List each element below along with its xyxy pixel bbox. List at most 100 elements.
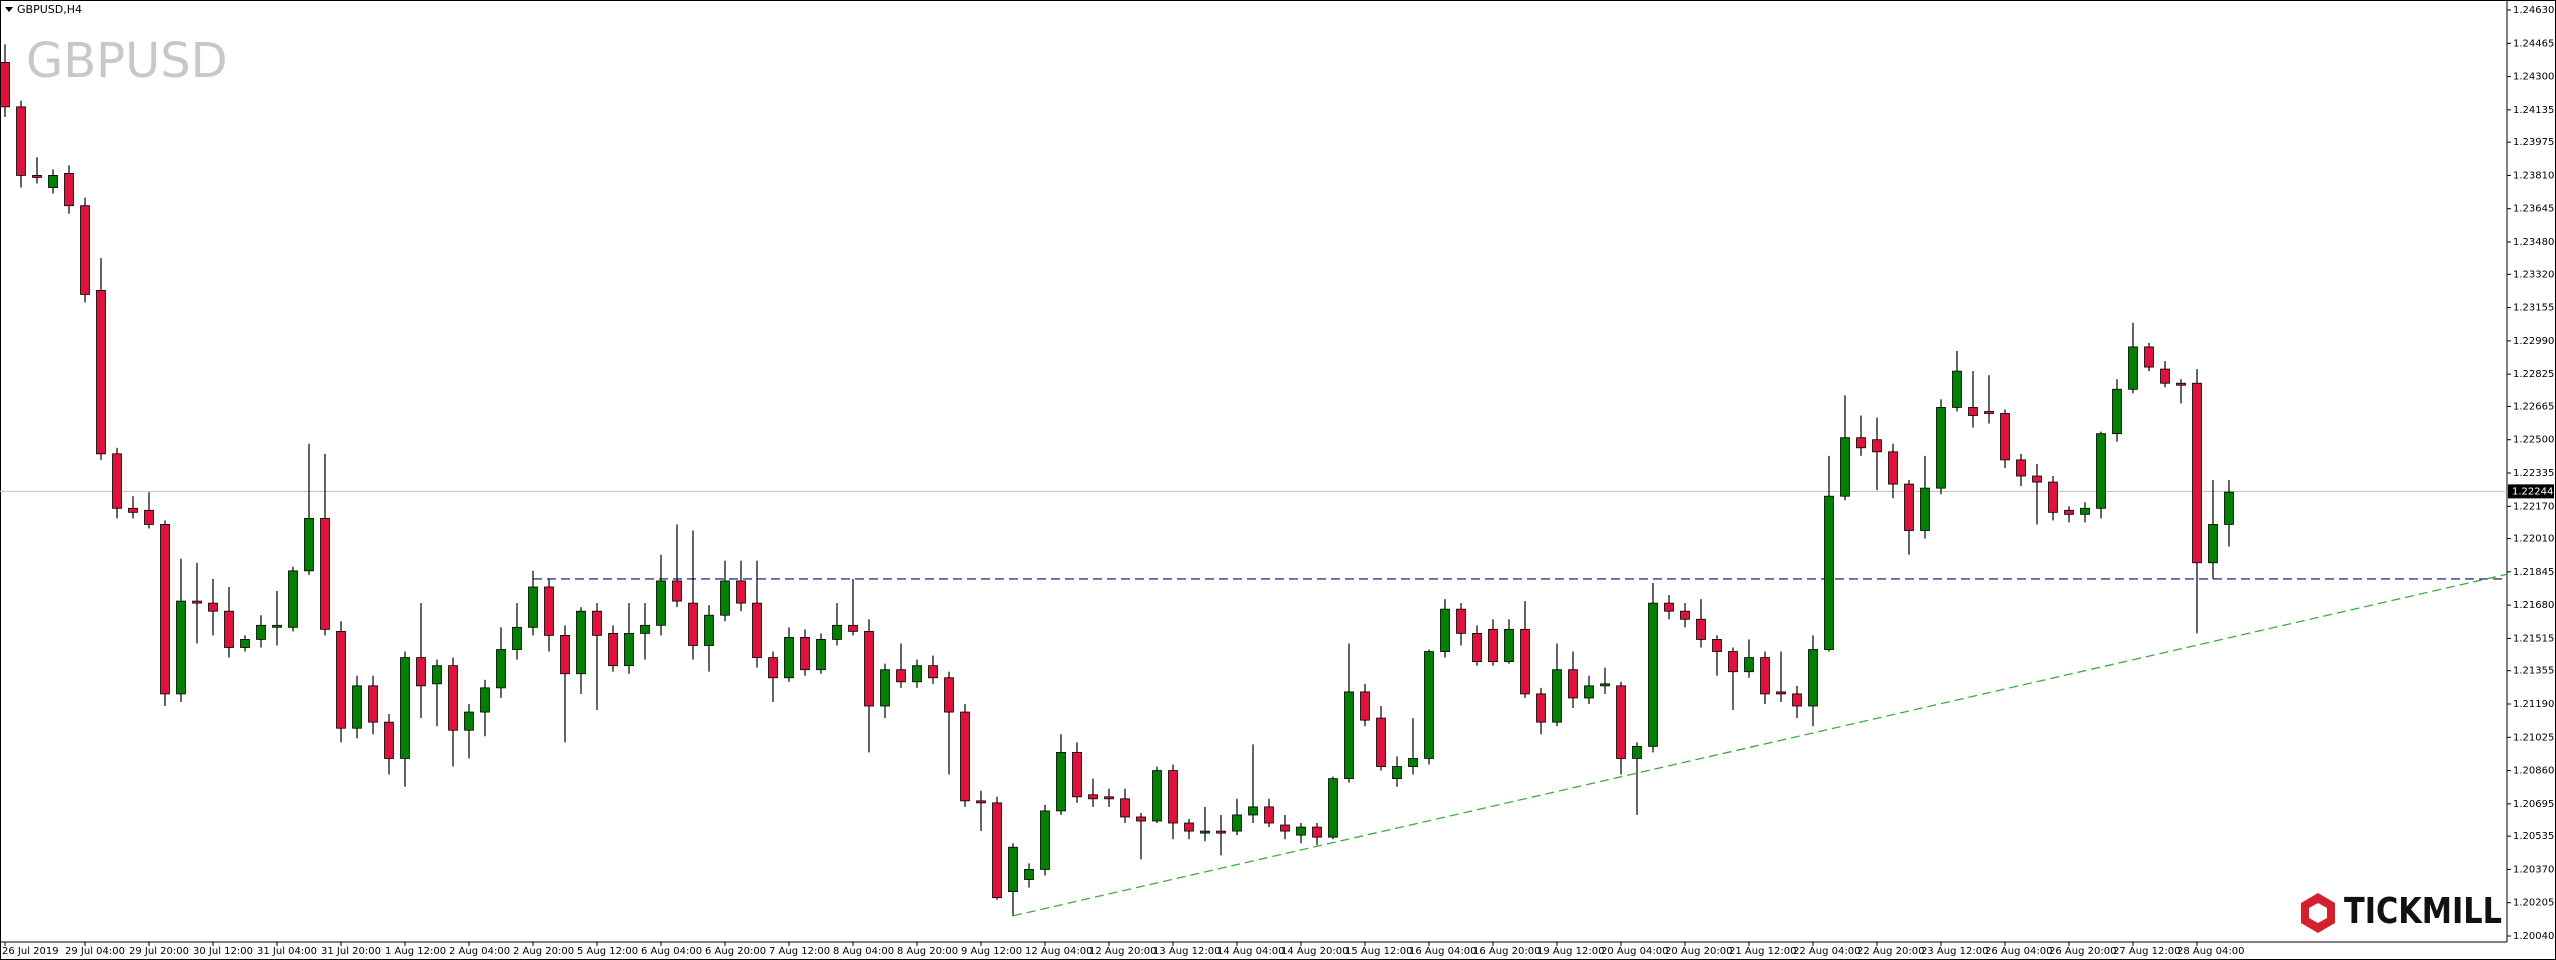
candle-body xyxy=(144,509,154,525)
candle-body xyxy=(368,685,378,723)
candle-body xyxy=(1520,628,1530,695)
candle-body xyxy=(736,580,746,604)
y-tick-label: 1.23645 xyxy=(2513,204,2554,215)
candle-body xyxy=(1296,826,1306,836)
candle-body xyxy=(176,600,186,695)
candle-body xyxy=(1200,830,1210,834)
x-tick-label: 8 Aug 04:00 xyxy=(833,946,894,957)
y-tick-label: 1.24300 xyxy=(2513,72,2554,83)
x-tick-label: 21 Aug 12:00 xyxy=(1729,946,1796,957)
candle-body xyxy=(880,669,890,707)
candle-body xyxy=(1104,796,1114,800)
candle-body xyxy=(1120,798,1130,818)
y-tick-label: 1.21025 xyxy=(2513,732,2554,743)
candle-body xyxy=(1088,794,1098,800)
candle-body xyxy=(48,175,58,188)
candle-body xyxy=(528,586,538,628)
candle-body xyxy=(2192,382,2202,564)
candle-body xyxy=(944,677,954,713)
candle-body xyxy=(1376,717,1386,767)
candle-body xyxy=(1232,814,1242,832)
y-tick-label: 1.23975 xyxy=(2513,137,2554,148)
candle-body xyxy=(1792,693,1802,707)
candle-body xyxy=(1888,451,1898,485)
candle-body xyxy=(1248,806,1258,816)
candle-body xyxy=(1056,752,1066,812)
candle-body xyxy=(1552,669,1562,723)
candle-body xyxy=(592,610,602,636)
candle-body xyxy=(432,665,442,685)
last-price-box xyxy=(2508,484,2554,499)
x-tick-label: 29 Jul 04:00 xyxy=(65,946,125,957)
candle-body xyxy=(1168,770,1178,824)
candle-body xyxy=(1008,846,1018,893)
candle-body xyxy=(576,610,586,675)
candle-body xyxy=(1536,693,1546,723)
x-tick-label: 5 Aug 12:00 xyxy=(577,946,638,957)
candle-body xyxy=(1984,411,1994,414)
candle-body xyxy=(384,721,394,759)
candle-body xyxy=(1392,766,1402,780)
candle-body xyxy=(960,711,970,802)
candle-body xyxy=(2032,475,2042,483)
candle-body xyxy=(1776,691,1786,695)
x-tick-label: 15 Aug 12:00 xyxy=(1345,946,1412,957)
x-tick-label: 13 Aug 12:00 xyxy=(1153,946,1220,957)
candle-body xyxy=(128,507,138,513)
x-tick-label: 9 Aug 12:00 xyxy=(961,946,1022,957)
x-tick-label: 1 Aug 12:00 xyxy=(385,946,446,957)
x-tick-label: 7 Aug 12:00 xyxy=(769,946,830,957)
candle-body xyxy=(208,602,218,612)
x-tick-label: 27 Aug 12:00 xyxy=(2113,946,2180,957)
y-tick-label: 1.21680 xyxy=(2513,600,2554,611)
y-tick-label: 1.20040 xyxy=(2513,931,2554,942)
candle-body xyxy=(480,687,490,713)
x-tick-label: 22 Aug 04:00 xyxy=(1793,946,1860,957)
candle-body xyxy=(2144,346,2154,368)
candle-body xyxy=(896,669,906,683)
candle-body xyxy=(1312,826,1322,838)
candle-body xyxy=(912,665,922,683)
y-tick-label: 1.23155 xyxy=(2513,303,2554,314)
candle-body xyxy=(1872,439,1882,453)
y-tick-label: 1.20695 xyxy=(2513,799,2554,810)
x-tick-label: 30 Jul 12:00 xyxy=(193,946,253,957)
candle-body xyxy=(0,62,10,108)
candle-body xyxy=(80,205,90,295)
candle-body xyxy=(2224,491,2234,525)
candle-body xyxy=(224,610,234,648)
candle-body xyxy=(768,657,778,679)
candle-body xyxy=(544,586,554,636)
y-tick-label: 1.22335 xyxy=(2513,468,2554,479)
y-tick-label: 1.23320 xyxy=(2513,269,2554,280)
candle-body xyxy=(256,624,266,640)
candle-body xyxy=(1152,770,1162,822)
candle-body xyxy=(1040,810,1050,870)
candle-body xyxy=(2096,433,2106,509)
y-tick-label: 1.22010 xyxy=(2513,534,2554,545)
y-tick-label: 1.20370 xyxy=(2513,864,2554,875)
x-tick-label: 29 Jul 20:00 xyxy=(129,946,189,957)
x-tick-label: 12 Aug 20:00 xyxy=(1089,946,1156,957)
candle-body xyxy=(784,637,794,679)
x-tick-label: 20 Aug 20:00 xyxy=(1665,946,1732,957)
candle-body xyxy=(512,626,522,650)
x-tick-label: 31 Jul 20:00 xyxy=(321,946,381,957)
candle-body xyxy=(864,630,874,707)
y-tick-label: 1.22990 xyxy=(2513,336,2554,347)
candle-body xyxy=(64,173,74,207)
candle-body xyxy=(1024,869,1034,880)
y-tick-label: 1.24465 xyxy=(2513,38,2554,49)
candle-body xyxy=(752,602,762,658)
candle-body xyxy=(1712,639,1722,652)
candle-body xyxy=(720,580,730,616)
y-tick-label: 1.20860 xyxy=(2513,766,2554,777)
candle-body xyxy=(1408,758,1418,767)
candle-body xyxy=(1504,628,1514,663)
candle-body xyxy=(848,624,858,632)
menu-arrow xyxy=(5,7,13,12)
y-tick-label: 1.23810 xyxy=(2513,170,2554,181)
candle-body xyxy=(1760,657,1770,695)
